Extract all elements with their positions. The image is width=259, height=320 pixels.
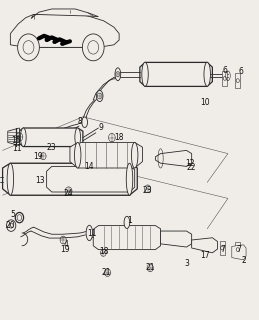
- Ellipse shape: [115, 68, 121, 81]
- Polygon shape: [3, 163, 137, 195]
- Polygon shape: [140, 62, 212, 86]
- Text: 14: 14: [84, 162, 94, 171]
- Polygon shape: [235, 73, 240, 88]
- Polygon shape: [192, 238, 218, 253]
- Ellipse shape: [20, 128, 26, 147]
- Ellipse shape: [131, 142, 138, 168]
- Text: 19: 19: [33, 152, 42, 161]
- Text: 17: 17: [200, 252, 210, 260]
- Polygon shape: [220, 241, 225, 255]
- Polygon shape: [222, 71, 227, 86]
- Ellipse shape: [97, 90, 103, 101]
- Text: 12: 12: [186, 159, 195, 168]
- Ellipse shape: [124, 216, 130, 228]
- Text: 1: 1: [127, 216, 132, 225]
- Text: 6: 6: [223, 66, 228, 75]
- Text: 13: 13: [35, 176, 45, 185]
- Polygon shape: [155, 150, 192, 166]
- Text: 22: 22: [187, 164, 196, 172]
- Text: 11: 11: [87, 229, 97, 238]
- Text: 23: 23: [47, 143, 57, 152]
- Polygon shape: [70, 142, 142, 168]
- Ellipse shape: [7, 163, 14, 195]
- Polygon shape: [31, 9, 98, 19]
- Text: 6: 6: [239, 68, 243, 76]
- Text: 18: 18: [114, 133, 124, 142]
- Ellipse shape: [75, 142, 81, 168]
- Polygon shape: [235, 242, 240, 257]
- Text: 23: 23: [143, 186, 153, 195]
- Circle shape: [82, 34, 104, 61]
- Text: 15: 15: [11, 136, 20, 145]
- Polygon shape: [93, 226, 161, 250]
- Text: 9: 9: [99, 124, 103, 132]
- Text: 24: 24: [63, 189, 73, 198]
- Ellipse shape: [15, 212, 24, 223]
- Circle shape: [18, 34, 39, 61]
- Ellipse shape: [142, 62, 148, 86]
- Ellipse shape: [75, 128, 81, 147]
- Ellipse shape: [86, 225, 93, 241]
- Polygon shape: [232, 245, 246, 260]
- Circle shape: [6, 220, 16, 231]
- Text: 7: 7: [236, 245, 241, 254]
- Polygon shape: [47, 166, 135, 192]
- Text: 18: 18: [99, 247, 108, 256]
- Polygon shape: [8, 128, 19, 146]
- Text: 5: 5: [10, 210, 15, 219]
- Text: 10: 10: [200, 98, 210, 107]
- Text: 11: 11: [12, 144, 21, 153]
- Text: 21: 21: [146, 263, 155, 272]
- Ellipse shape: [126, 163, 133, 195]
- Polygon shape: [18, 128, 83, 147]
- Text: 8: 8: [78, 117, 83, 126]
- Text: 19: 19: [60, 245, 70, 254]
- Text: 4: 4: [64, 240, 68, 249]
- Text: 7: 7: [220, 245, 225, 254]
- Ellipse shape: [204, 62, 211, 86]
- Polygon shape: [161, 231, 192, 247]
- Polygon shape: [10, 13, 119, 47]
- Ellipse shape: [82, 117, 88, 127]
- Text: 3: 3: [184, 260, 189, 268]
- Text: 20: 20: [5, 221, 15, 230]
- Text: 2: 2: [241, 256, 246, 265]
- Text: 21: 21: [102, 268, 111, 277]
